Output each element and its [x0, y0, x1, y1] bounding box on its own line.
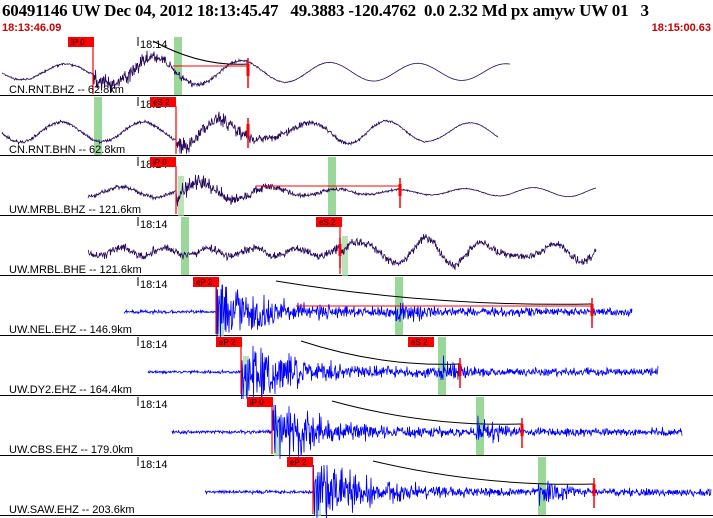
phase-pick-label: iP 0 — [71, 38, 85, 47]
phase-pick-box — [216, 337, 242, 347]
pick-window-marker — [178, 176, 184, 216]
event-header: 60491146 UW Dec 04, 2012 18:13:45.47 49.… — [0, 0, 713, 36]
trace-row: 18:14 iP 0 CN.RNT.BHZ -- 62.8km — [0, 37, 713, 96]
trace-row: 18:14 eP 2 UW.SAW.EHZ -- 203.6km — [0, 457, 713, 518]
minute-tick-label: 18:14 — [140, 459, 168, 471]
phase-pick-label: iP 0 — [250, 398, 264, 407]
waveform — [1, 111, 499, 154]
coda-marker-box — [458, 364, 462, 376]
seismogram-panel: 18:14 iP 0 CN.RNT.BHZ -- 62.8km 18:14 eS 2 CN… — [0, 37, 713, 518]
trace-row: 18:14 eP 2 eS 2 UW.DY2.EHZ -- 164.4km — [0, 337, 713, 400]
end-time: 18:15:00.63 — [651, 22, 711, 34]
coda-marker-box — [590, 304, 594, 316]
phase-pick-box — [287, 457, 313, 467]
minute-tick-label: 18:14 — [140, 279, 168, 291]
phase-pick-box — [193, 277, 219, 287]
waveform — [171, 404, 683, 460]
phase-pick-box — [150, 157, 176, 167]
moveout-curve — [275, 280, 593, 305]
start-time: 18:13:46.09 — [2, 22, 62, 34]
minute-tick-label: 18:14 — [140, 399, 168, 411]
waveform — [1, 50, 511, 93]
trace-label: UW.MRBL.BHZ -- 121.6km — [9, 204, 141, 216]
waveform — [87, 174, 597, 207]
coda-marker-box — [592, 484, 596, 496]
coda-marker-box — [520, 424, 524, 436]
phase-pick-box — [68, 37, 94, 47]
window-marker — [438, 337, 446, 395]
event-title: 60491146 UW Dec 04, 2012 18:13:45.47 49.… — [2, 1, 649, 20]
moveout-curve — [300, 340, 461, 365]
waveform — [87, 233, 597, 271]
trace-label: UW.SAW.EHZ -- 203.6km — [9, 504, 135, 516]
phase-pick-label: eS 2 — [153, 98, 170, 107]
window-marker — [538, 457, 546, 515]
pick-window-marker — [274, 416, 280, 456]
phase-pick-label: eP 2 — [219, 338, 236, 347]
trace-row: 18:14 iP 0 UW.CBS.EHZ -- 179.0km — [0, 397, 713, 460]
waveform — [204, 464, 712, 518]
trace-label: CN.RNT.BHN -- 62.8km — [9, 144, 125, 156]
moveout-curve — [331, 400, 523, 425]
window-marker — [476, 397, 484, 455]
minute-tick-label: 18:14 — [140, 219, 168, 231]
window-marker — [181, 217, 189, 275]
coda-marker-box — [246, 124, 250, 136]
phase-pick-label: iP 0 — [153, 158, 167, 167]
moveout-curve — [372, 460, 595, 485]
trace-row: 18:14 eS 2 UW.MRBL.BHE -- 121.6km — [0, 217, 713, 276]
coda-marker-box — [246, 64, 250, 76]
waveform — [147, 345, 659, 400]
waveform — [123, 284, 633, 340]
trace-label: CN.RNT.BHZ -- 62.8km — [9, 84, 124, 96]
trace-row: 18:14 eP 2 UW.NEL.EHZ -- 146.9km — [0, 277, 713, 340]
secondary-pick-box — [408, 337, 434, 347]
trace-label: UW.MRBL.BHE -- 121.6km — [9, 264, 142, 276]
phase-pick-box — [150, 97, 176, 107]
phase-pick-box — [316, 217, 342, 227]
phase-pick-label: eP 2 — [196, 278, 213, 287]
secondary-pick-label: eS 2 — [411, 338, 428, 347]
trace-label: UW.DY2.EHZ -- 164.4km — [9, 384, 132, 396]
trace-label: UW.CBS.EHZ -- 179.0km — [9, 444, 133, 456]
minute-tick-label: 18:14 — [140, 39, 168, 51]
trace-label: UW.NEL.EHZ -- 146.9km — [9, 324, 132, 336]
phase-pick-box — [247, 397, 273, 407]
window-marker — [94, 97, 102, 155]
coda-marker-box — [398, 184, 402, 196]
pick-window-marker — [342, 236, 348, 276]
phase-pick-label: eS 2 — [319, 218, 336, 227]
phase-pick-label: eP 2 — [290, 458, 307, 467]
moveout-curve — [152, 40, 249, 65]
minute-tick-label: 18:14 — [140, 339, 168, 351]
